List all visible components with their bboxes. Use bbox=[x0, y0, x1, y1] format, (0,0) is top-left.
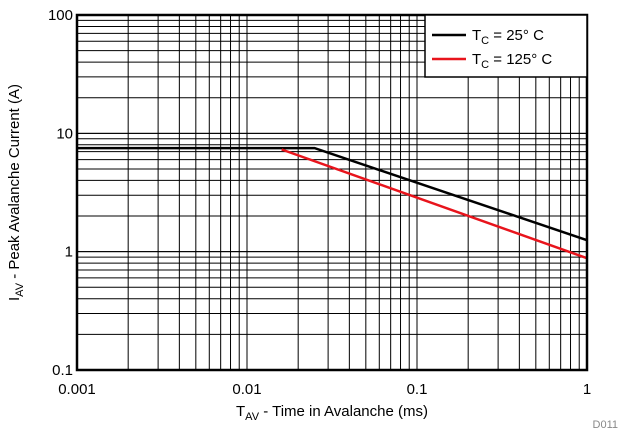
x-axis-title: TAV - Time in Avalanche (ms) bbox=[236, 403, 428, 423]
y-tick-label: 0.1 bbox=[52, 362, 73, 379]
series-line-tc-25 bbox=[77, 146, 588, 242]
y-tick-labels: 0.1 1 10 100 bbox=[48, 7, 73, 379]
x-tick-label: 1 bbox=[583, 381, 591, 398]
y-tick-label: 10 bbox=[56, 125, 73, 142]
x-tick-label: 0.01 bbox=[232, 381, 261, 398]
grid bbox=[76, 14, 588, 371]
series-lines bbox=[77, 146, 588, 260]
x-tick-label: 0.1 bbox=[407, 381, 428, 398]
x-tick-labels: 0.001 0.01 0.1 1 bbox=[58, 381, 591, 398]
y-axis-title: IAV - Peak Avalanche Current (A) bbox=[6, 84, 26, 301]
legend-label-tc-25: TC = 25° C bbox=[472, 27, 544, 47]
legend-label-tc-125: TC = 125° C bbox=[472, 51, 552, 71]
y-tick-label: 100 bbox=[48, 7, 73, 24]
y-tick-label: 1 bbox=[65, 244, 73, 261]
x-tick-label: 0.001 bbox=[58, 381, 96, 398]
figure-id-footnote: D011 bbox=[593, 419, 618, 431]
series-line-tc-125 bbox=[281, 148, 588, 260]
plot-frame bbox=[75, 13, 589, 372]
legend-box bbox=[424, 14, 588, 78]
legend: TC = 25° C TC = 125° C bbox=[424, 14, 588, 78]
